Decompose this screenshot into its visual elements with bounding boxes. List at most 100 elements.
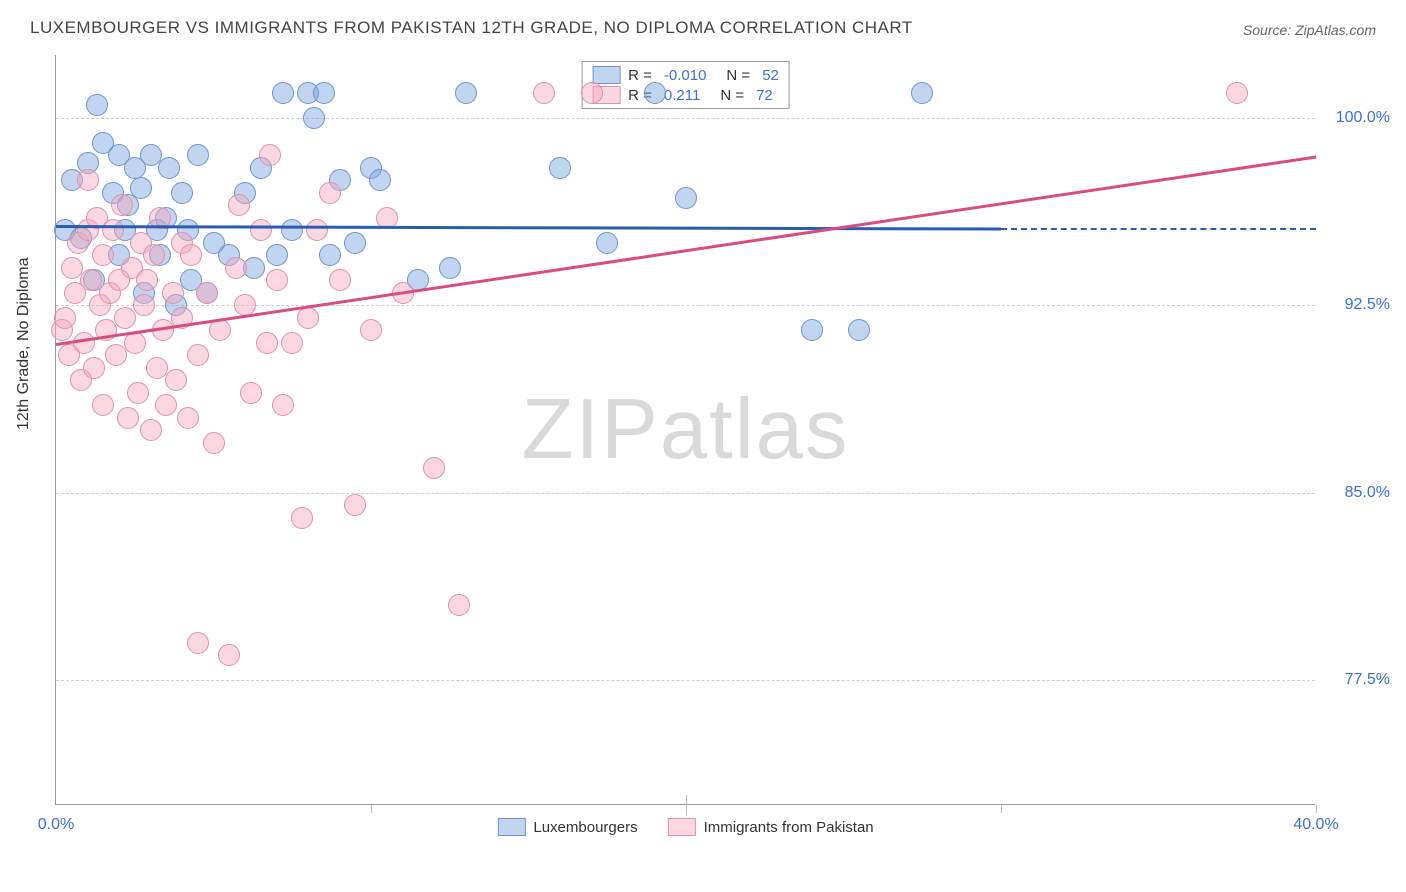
scatter-point	[291, 507, 313, 529]
grid-line-horizontal	[56, 493, 1315, 494]
scatter-point	[77, 169, 99, 191]
scatter-point	[162, 282, 184, 304]
scatter-point	[369, 169, 391, 191]
scatter-point	[423, 457, 445, 479]
correlation-legend: R =-0.010N =52R =0.211N =72	[581, 61, 790, 109]
scatter-point	[911, 82, 933, 104]
scatter-point	[203, 432, 225, 454]
scatter-point	[127, 382, 149, 404]
scatter-point	[848, 319, 870, 341]
legend-n-value: 72	[756, 87, 773, 104]
legend-n-label: N =	[726, 67, 750, 84]
source-attribution: Source: ZipAtlas.com	[1243, 22, 1376, 38]
scatter-point	[196, 282, 218, 304]
plot-area: ZIPatlas R =-0.010N =52R =0.211N =72 Lux…	[55, 55, 1315, 805]
scatter-point	[360, 319, 382, 341]
scatter-point	[329, 269, 351, 291]
grid-line-horizontal	[56, 118, 1315, 119]
scatter-point	[306, 219, 328, 241]
scatter-point	[1226, 82, 1248, 104]
scatter-point	[187, 632, 209, 654]
watermark: ZIPatlas	[522, 381, 850, 479]
scatter-point	[272, 394, 294, 416]
trend-line-extension	[1001, 228, 1316, 230]
scatter-point	[92, 244, 114, 266]
legend-row: R =0.211N =72	[592, 86, 779, 104]
scatter-point	[111, 194, 133, 216]
scatter-point	[259, 144, 281, 166]
scatter-point	[243, 257, 265, 279]
scatter-point	[102, 219, 124, 241]
y-tick-label: 85.0%	[1325, 484, 1390, 502]
scatter-point	[180, 244, 202, 266]
y-tick-label: 100.0%	[1325, 109, 1390, 127]
scatter-point	[266, 244, 288, 266]
legend-swatch	[592, 66, 620, 84]
legend-r-value: 0.211	[664, 87, 700, 104]
legend-r-label: R =	[628, 67, 652, 84]
scatter-point	[297, 307, 319, 329]
scatter-point	[581, 82, 603, 104]
legend-n-label: N =	[720, 87, 744, 104]
scatter-point	[117, 407, 139, 429]
legend-series-label: Luxembourgers	[533, 819, 637, 836]
legend-n-value: 52	[762, 67, 779, 84]
legend-series-item: Luxembourgers	[497, 818, 637, 836]
scatter-point	[281, 219, 303, 241]
scatter-point	[448, 594, 470, 616]
scatter-point	[455, 82, 477, 104]
scatter-point	[319, 182, 341, 204]
scatter-point	[133, 294, 155, 316]
scatter-point	[54, 307, 76, 329]
scatter-point	[130, 177, 152, 199]
grid-tick-vertical	[1001, 805, 1002, 813]
scatter-point	[281, 332, 303, 354]
scatter-point	[86, 94, 108, 116]
scatter-point	[155, 394, 177, 416]
x-tick-label: 0.0%	[38, 816, 74, 834]
scatter-point	[344, 494, 366, 516]
scatter-point	[801, 319, 823, 341]
scatter-point	[140, 419, 162, 441]
grid-tick-vertical	[686, 795, 687, 815]
scatter-point	[256, 332, 278, 354]
chart-title: LUXEMBOURGER VS IMMIGRANTS FROM PAKISTAN…	[30, 18, 913, 38]
grid-line-horizontal	[56, 680, 1315, 681]
scatter-point	[209, 319, 231, 341]
scatter-point	[83, 357, 105, 379]
scatter-point	[266, 269, 288, 291]
scatter-point	[313, 82, 335, 104]
x-tick-label: 40.0%	[1293, 816, 1338, 834]
scatter-point	[272, 82, 294, 104]
legend-row: R =-0.010N =52	[592, 66, 779, 84]
scatter-point	[187, 344, 209, 366]
scatter-point	[218, 644, 240, 666]
grid-tick-vertical	[371, 805, 372, 813]
scatter-point	[596, 232, 618, 254]
legend-series-item: Immigrants from Pakistan	[668, 818, 874, 836]
scatter-point	[319, 244, 341, 266]
scatter-point	[549, 157, 571, 179]
scatter-point	[92, 394, 114, 416]
scatter-point	[675, 187, 697, 209]
scatter-point	[105, 344, 127, 366]
legend-swatch	[497, 818, 525, 836]
scatter-point	[136, 269, 158, 291]
scatter-point	[165, 369, 187, 391]
legend-series-label: Immigrants from Pakistan	[704, 819, 874, 836]
scatter-point	[73, 332, 95, 354]
grid-tick-vertical	[1316, 805, 1317, 813]
scatter-point	[114, 307, 136, 329]
scatter-point	[225, 257, 247, 279]
scatter-point	[644, 82, 666, 104]
scatter-point	[177, 407, 199, 429]
y-axis-label: 12th Grade, No Diploma	[15, 257, 33, 430]
scatter-point	[439, 257, 461, 279]
scatter-point	[344, 232, 366, 254]
scatter-point	[187, 144, 209, 166]
scatter-point	[143, 244, 165, 266]
scatter-point	[228, 194, 250, 216]
scatter-point	[171, 182, 193, 204]
scatter-point	[158, 157, 180, 179]
scatter-point	[533, 82, 555, 104]
